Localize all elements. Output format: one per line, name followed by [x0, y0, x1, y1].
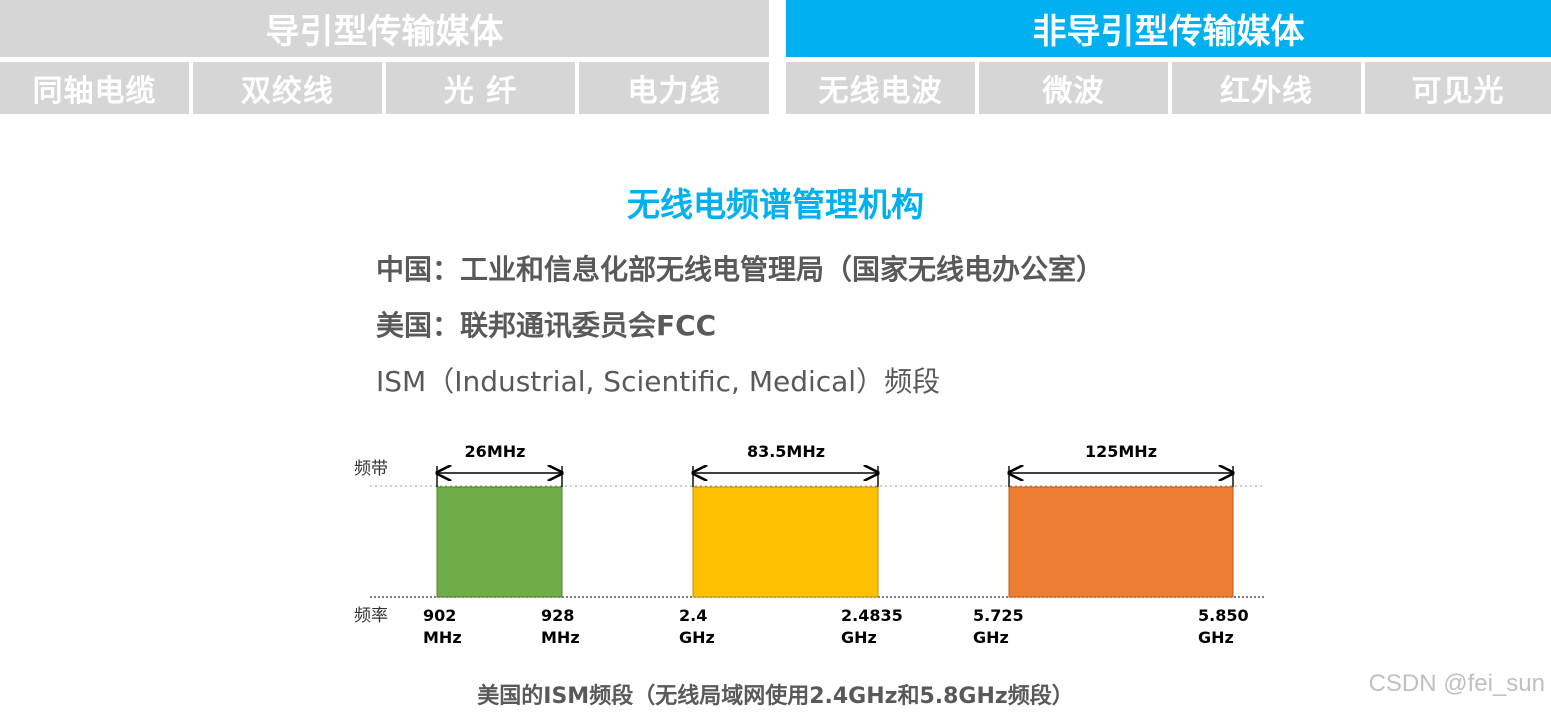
ism-band-2-end-value: 2.4835 — [841, 606, 903, 625]
ism-band-3-start-value: 5.725 — [973, 606, 1024, 625]
china-agency-text: 中国：工业和信息化部无线电管理局（国家无线电办公室） — [376, 253, 1105, 286]
csdn-watermark: CSDN @fei_sun — [1368, 670, 1545, 697]
ism-band-3-bar — [1008, 486, 1234, 598]
ism-band-2-bar — [692, 486, 879, 598]
frequency-axis-label: 频率 — [354, 606, 388, 626]
ism-band-3-start-unit: GHz — [973, 628, 1009, 647]
band-axis-label: 频带 — [354, 459, 388, 479]
ism-band-2-width-label: 83.5MHz — [747, 442, 825, 461]
guided-media-header: 导引型传输媒体 — [0, 0, 769, 57]
ism-band-1-bar — [436, 486, 563, 598]
ism-band-2-start-unit: GHz — [679, 628, 715, 647]
ism-band-1-start-unit: MHz — [423, 628, 462, 647]
ism-diagram-caption: 美国的ISM频段（无线局域网使用2.4GHz和5.8GHz频段） — [477, 684, 1074, 709]
coaxial-cable-cell: 同轴电缆 — [0, 62, 189, 114]
ism-band-3-width-label: 125MHz — [1085, 442, 1157, 461]
ism-band-1-end-value: 928 — [541, 606, 574, 625]
power-line-cell: 电力线 — [579, 62, 769, 114]
spectrum-agency-title: 无线电频谱管理机构 — [627, 185, 924, 224]
ism-band-2-end-unit: GHz — [841, 628, 877, 647]
ism-band-text: ISM（Industrial, Scientific, Medical）频段 — [376, 365, 941, 398]
ism-band-1-width-label: 26MHz — [465, 442, 526, 461]
visible-light-cell: 可见光 — [1365, 62, 1551, 114]
ism-band-1-end-unit: MHz — [541, 628, 580, 647]
ism-band-3-end-unit: GHz — [1198, 628, 1234, 647]
unguided-media-header: 非导引型传输媒体 — [786, 0, 1551, 57]
infrared-cell: 红外线 — [1172, 62, 1361, 114]
twisted-pair-cell: 双绞线 — [193, 62, 382, 114]
microwave-cell: 微波 — [979, 62, 1168, 114]
ism-band-3-end-value: 5.850 — [1198, 606, 1249, 625]
ism-band-2-start-value: 2.4 — [679, 606, 707, 625]
radio-wave-cell: 无线电波 — [786, 62, 975, 114]
ism-band-1-start-value: 902 — [423, 606, 456, 625]
optical-fiber-cell: 光 纤 — [386, 62, 575, 114]
usa-agency-text: 美国：联邦通讯委员会FCC — [376, 309, 717, 342]
